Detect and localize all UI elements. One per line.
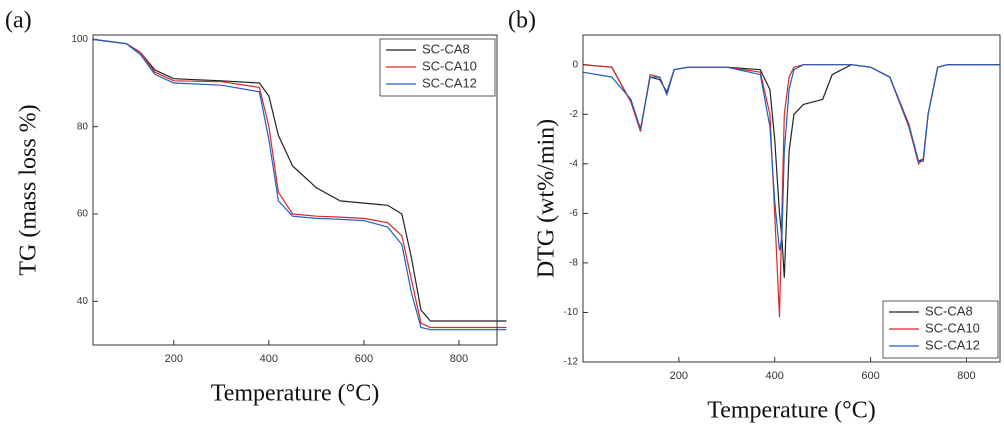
y-tick-label: 80 xyxy=(77,121,89,132)
data-line xyxy=(92,38,507,331)
y-tick-label: 0 xyxy=(572,59,578,70)
y-tick-label: -6 xyxy=(569,208,578,219)
panel-label: (a) xyxy=(5,8,32,34)
legend-label: SC-CA8 xyxy=(925,303,973,318)
x-tick-label: 200 xyxy=(165,353,183,365)
y-tick-label: -10 xyxy=(564,307,579,318)
panel-label: (b) xyxy=(508,8,536,34)
y-tick-label: 100 xyxy=(71,34,88,45)
x-tick-label: 600 xyxy=(861,370,879,382)
x-axis-title: Temperature (°C) xyxy=(211,381,380,407)
x-tick-label: 600 xyxy=(355,353,373,365)
x-axis-title: Temperature (°C) xyxy=(707,398,876,424)
plot-frame xyxy=(582,34,1001,363)
x-tick-label: 800 xyxy=(957,370,975,382)
y-tick-label: -12 xyxy=(564,357,579,368)
y-tick-label: -2 xyxy=(569,109,578,120)
data-line xyxy=(92,38,507,329)
y-tick-label: -8 xyxy=(569,258,578,269)
plot-frame xyxy=(92,34,498,346)
legend-label: SC-CA10 xyxy=(422,58,477,73)
x-tick-label: 400 xyxy=(766,370,784,382)
y-tick-label: 40 xyxy=(77,296,89,307)
x-tick-label: 200 xyxy=(670,370,688,382)
data-line xyxy=(92,38,507,322)
y-axis-title: TG (mass loss %) xyxy=(16,104,42,275)
legend-label: SC-CA12 xyxy=(925,337,980,352)
x-tick-label: 800 xyxy=(450,353,468,365)
legend-label: SC-CA12 xyxy=(422,75,477,90)
x-tick-label: 400 xyxy=(260,353,278,365)
legend-label: SC-CA10 xyxy=(925,320,980,335)
y-tick-label: 60 xyxy=(77,209,89,220)
data-line xyxy=(582,64,1000,278)
data-line xyxy=(582,64,1000,251)
legend-label: SC-CA8 xyxy=(422,41,470,56)
y-axis-title: DTG (wt%/min) xyxy=(534,119,560,278)
y-tick-label: -4 xyxy=(569,158,578,169)
